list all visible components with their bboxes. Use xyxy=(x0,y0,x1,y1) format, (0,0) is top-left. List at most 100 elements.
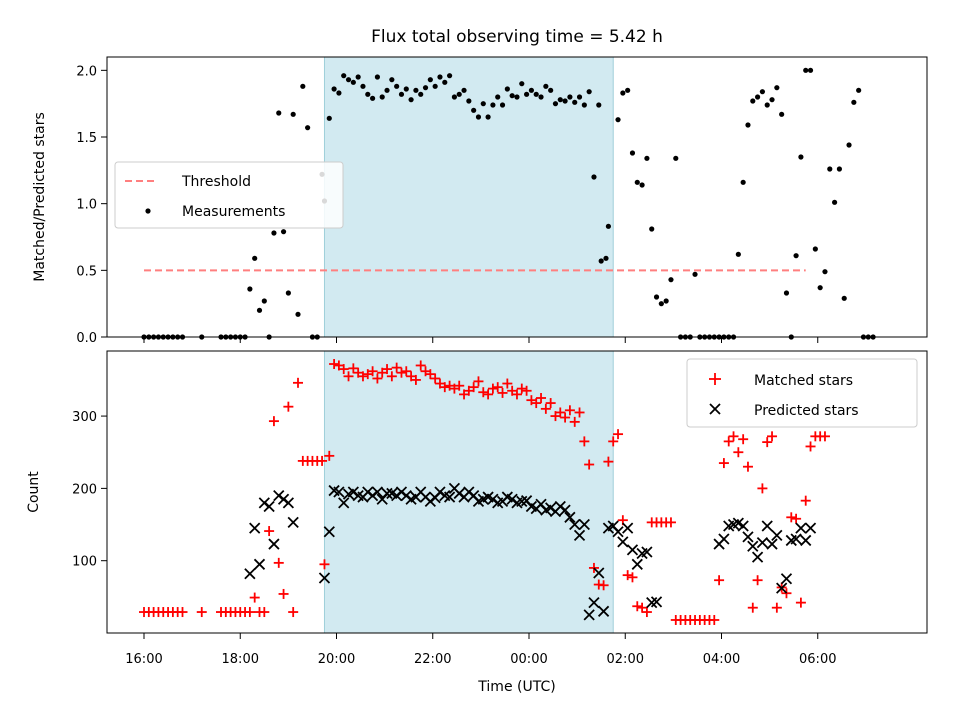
matched-star-point xyxy=(483,389,494,400)
measurement-point xyxy=(408,97,414,103)
matched-star-point xyxy=(603,456,614,467)
matched-star-point xyxy=(278,588,289,599)
predicted-star-point xyxy=(578,518,590,531)
x-tick-label: 20:00 xyxy=(318,652,355,667)
measurement-point xyxy=(596,102,602,108)
predicted-star-point xyxy=(559,504,571,516)
top-y-axis-label: Matched/Predicted stars xyxy=(32,112,48,282)
matched-star-point xyxy=(738,434,749,445)
predicted-star-point xyxy=(588,596,600,609)
matched-star-point xyxy=(579,436,590,447)
measurement-point xyxy=(812,246,818,252)
matched-star-point xyxy=(709,614,720,625)
predicted-star-point xyxy=(756,536,769,549)
measurement-point xyxy=(374,74,381,80)
matched-star-point xyxy=(805,441,816,452)
matched-star-point xyxy=(196,607,207,618)
measurement-point xyxy=(389,77,395,83)
predicted-star-point xyxy=(771,529,783,542)
matched-star-point xyxy=(752,575,763,586)
matched-star-point xyxy=(733,447,744,458)
measurement-point xyxy=(644,155,650,161)
measurement-point xyxy=(528,87,535,93)
measurement-point xyxy=(572,99,578,105)
measurement-point xyxy=(750,98,756,104)
matched-star-point xyxy=(560,412,571,423)
measurement-point xyxy=(803,67,809,73)
measurement-point xyxy=(261,298,267,304)
matched-star-point xyxy=(430,373,441,384)
matched-star-point xyxy=(747,602,758,613)
measurement-point xyxy=(271,230,277,236)
measurement-point xyxy=(836,166,843,172)
measurement-point xyxy=(466,98,472,104)
bottom-legend: Matched stars Predicted stars xyxy=(686,358,918,428)
predicted-star-point xyxy=(641,546,653,558)
matched-star-point xyxy=(622,570,633,581)
predicted-star-point xyxy=(263,500,275,513)
measurement-point xyxy=(658,301,664,307)
matched-star-point xyxy=(357,371,368,382)
measurement-point xyxy=(798,154,804,160)
matched-star-point xyxy=(338,364,349,375)
measurement-point xyxy=(280,229,287,235)
predicted-star-point xyxy=(795,522,807,534)
matched-star-point xyxy=(641,607,652,618)
measurement-point xyxy=(634,179,640,185)
matched-star-point xyxy=(723,436,734,447)
legend-predicted-label: Predicted stars xyxy=(754,403,859,419)
matched-star-point xyxy=(767,431,778,442)
matched-star-point xyxy=(410,374,421,385)
measurement-point xyxy=(793,253,799,259)
measurement-point xyxy=(509,93,515,99)
matched-star-point xyxy=(473,376,484,387)
predicted-star-point xyxy=(766,538,778,550)
measurement-point xyxy=(422,85,429,91)
bottom-y-axis-label: Count xyxy=(26,471,42,513)
matched-star-point xyxy=(598,580,609,591)
measurement-point xyxy=(523,91,530,97)
bottom-x-ticks: 16:00 18:00 20:00 22:00 00:00 02:00 04:00 06:00 xyxy=(125,633,836,667)
predicted-star-point xyxy=(737,520,749,532)
predicted-star-point xyxy=(253,558,266,570)
matched-star-point xyxy=(343,371,354,382)
measurement-point xyxy=(533,91,539,97)
measurement-point xyxy=(350,79,356,85)
predicted-star-point xyxy=(742,531,754,543)
measurement-point xyxy=(341,73,347,79)
measurement-point xyxy=(567,94,573,100)
legend-matched-swatch xyxy=(709,373,721,385)
y-tick-label: 100 xyxy=(72,555,97,570)
bottom-y-ticks: 100 200 300 xyxy=(72,410,107,570)
matched-star-point xyxy=(492,382,503,393)
x-tick-label: 02:00 xyxy=(607,652,644,667)
measurement-point xyxy=(379,94,385,100)
matched-star-point xyxy=(259,607,270,618)
predicted-star-point xyxy=(333,486,345,498)
measurement-point xyxy=(276,110,282,116)
x-axis-label: Time (UTC) xyxy=(477,679,555,695)
matched-stars-series xyxy=(139,359,830,625)
legend-predicted-swatch xyxy=(709,403,721,415)
predicted-star-point xyxy=(244,568,256,580)
matched-star-point xyxy=(757,483,768,494)
matched-star-point xyxy=(478,387,489,398)
measurement-point xyxy=(427,77,433,83)
measurement-point xyxy=(418,91,424,97)
bottom-panel: 100 200 300 16:00 18:00 20:00 22:00 00:00 02:00… xyxy=(26,350,928,695)
measurement-point xyxy=(461,87,467,93)
matched-star-point xyxy=(555,407,566,418)
measurement-point xyxy=(300,83,306,89)
chart-title: Flux total observing time = 5.42 h xyxy=(371,27,663,47)
x-tick-label: 22:00 xyxy=(414,652,451,667)
measurement-point xyxy=(365,91,371,97)
matched-star-point xyxy=(637,602,648,613)
measurement-point xyxy=(822,269,828,275)
measurement-point xyxy=(629,150,636,156)
matched-star-point xyxy=(293,377,303,388)
predicted-star-point xyxy=(617,536,629,548)
predicted-star-point xyxy=(761,520,773,532)
matched-star-point xyxy=(608,436,619,447)
measurement-point xyxy=(581,102,587,108)
predicted-star-point xyxy=(318,572,331,584)
